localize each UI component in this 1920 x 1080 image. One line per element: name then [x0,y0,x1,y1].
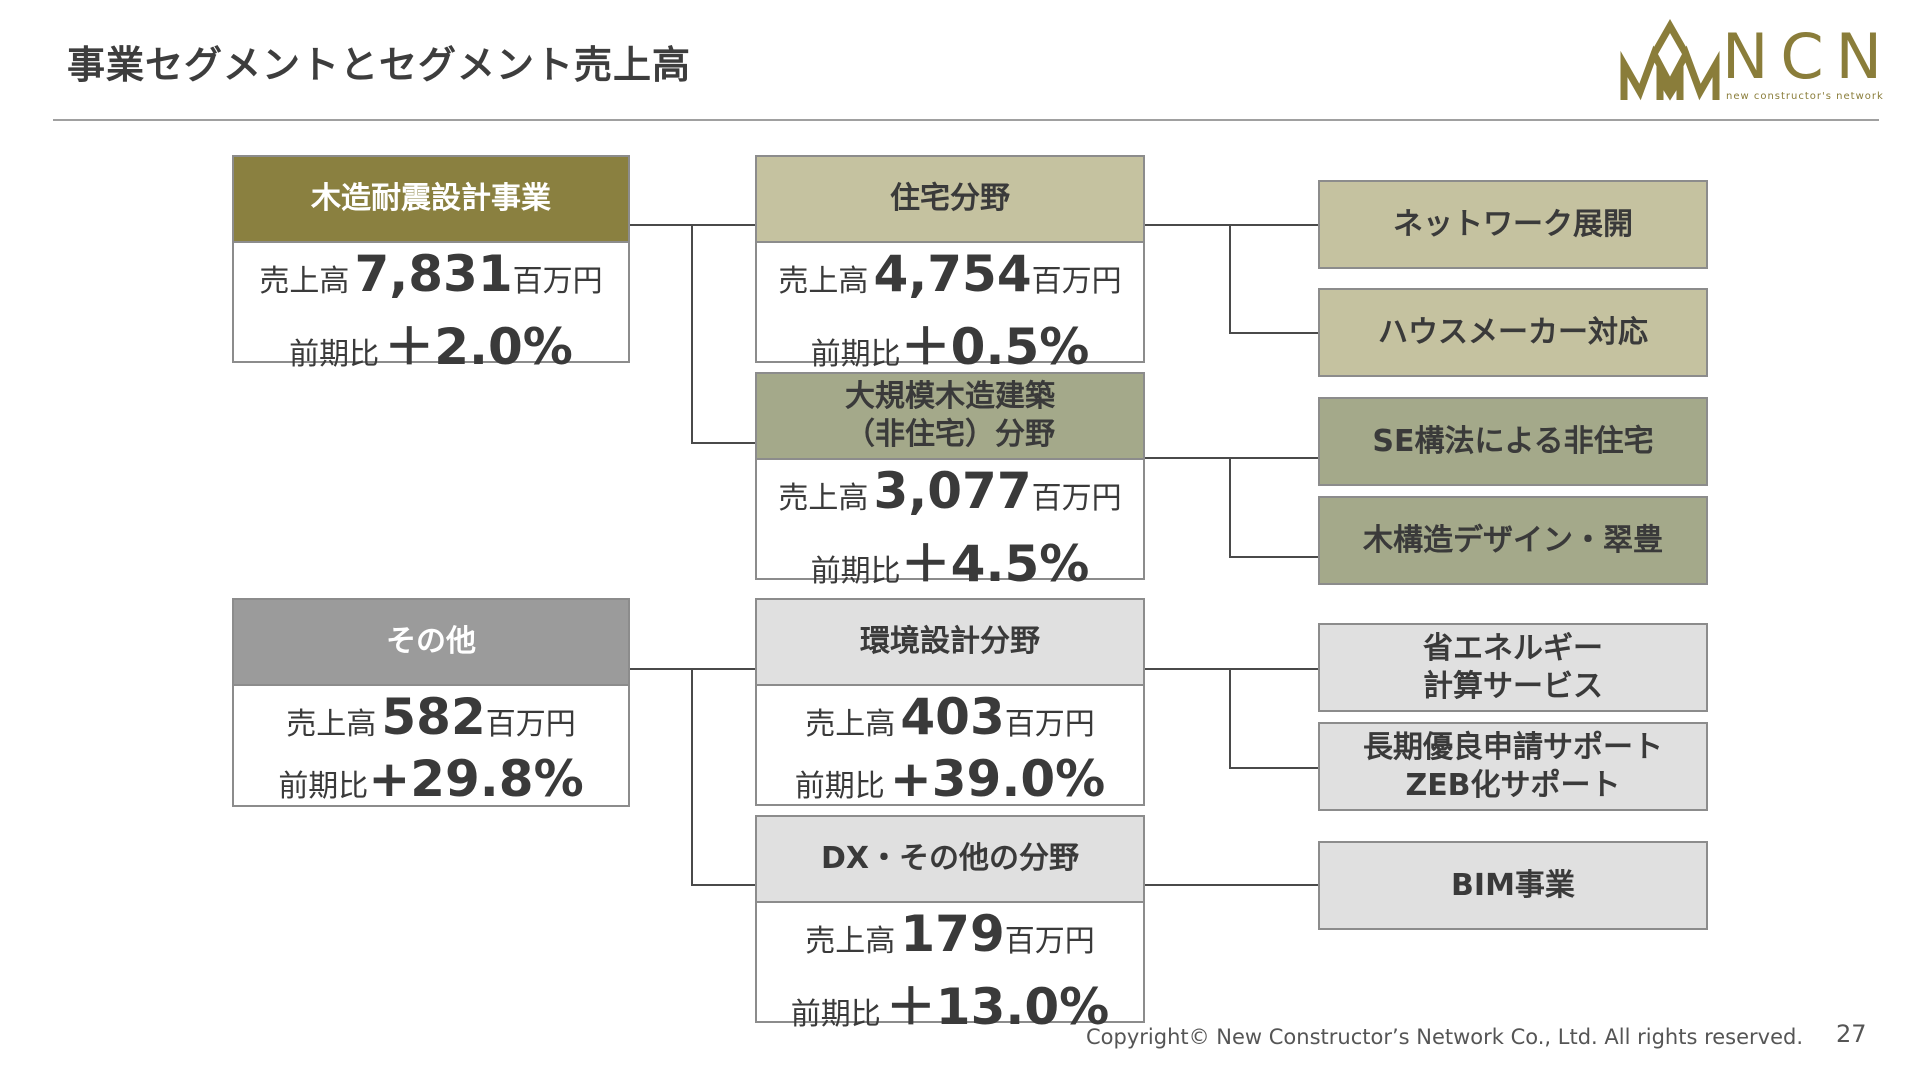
sales-label: 売上高 [805,924,896,959]
segment-box-wood-seismic: 木造耐震設計事業 売上高 7,831 百万円 前期比 ＋2.0% [232,155,630,376]
service-label: BIM事業 [1451,867,1575,903]
yoy-value: ＋13.0% [885,978,1110,1036]
service-label: SE構法による非住宅 [1372,423,1654,459]
service-bim: BIM事業 [1318,841,1708,930]
field-name: 環境設計分野 [860,624,1040,659]
sales-unit: 百万円 [1004,924,1095,959]
sales-value: 403 [900,688,1005,746]
service-long-term-zeb: 長期優良申請サポート ZEB化サポート [1318,722,1708,811]
copyright-footer: Copyright© New Constructor’s Network Co.… [1086,1025,1804,1049]
sales-unit: 百万円 [1031,264,1122,299]
field-figures: 売上高 4,754 百万円 前期比 ＋0.5% [757,243,1143,376]
service-housemaker-support: ハウスメーカー対応 [1318,288,1708,377]
service-label: ハウスメーカー対応 [1378,314,1648,350]
sales-label: 売上高 [259,264,350,299]
page-number: 27 [1836,1020,1867,1048]
segment-name: 木造耐震設計事業 [311,181,551,216]
title-divider [53,119,1879,121]
field-name: DX・その他の分野 [820,841,1080,876]
segment-header: その他 [234,600,628,686]
segment-box-other: その他 売上高 582 百万円 前期比 +29.8% [232,598,630,808]
ncn-logo: NCN new constructor's network [1620,14,1883,109]
segment-name: その他 [386,624,476,659]
yoy-value: +29.8% [368,750,584,808]
sales-unit: 百万円 [1031,481,1122,516]
yoy-label: 前期比 [794,769,885,804]
field-box-large-wood: 大規模木造建築 （非住宅）分野 売上高 3,077 百万円 前期比 ＋4.5% [755,372,1145,593]
field-figures: 売上高 403 百万円 前期比 +39.0% [757,686,1143,808]
field-box-dx-other: DX・その他の分野 売上高 179 百万円 前期比 ＋13.0% [755,815,1145,1036]
sales-label: 売上高 [286,707,377,742]
field-box-housing: 住宅分野 売上高 4,754 百万円 前期比 ＋0.5% [755,155,1145,376]
field-header: DX・その他の分野 [757,817,1143,903]
service-label-line1: 省エネルギー [1423,630,1603,666]
service-wood-structure-design: 木構造デザイン・翠豊 [1318,496,1708,585]
field-header: 環境設計分野 [757,600,1143,686]
yoy-label: 前期比 [790,997,881,1032]
segment-figures: 売上高 7,831 百万円 前期比 ＋2.0% [234,243,628,376]
yoy-value: ＋2.0% [384,318,573,376]
field-name-line2: （非住宅）分野 [845,417,1055,452]
logo-tagline: new constructor's network [1726,91,1884,102]
yoy-value: ＋0.5% [900,318,1090,376]
sales-value: 582 [381,688,486,746]
service-se-nonresidential: SE構法による非住宅 [1318,397,1708,486]
field-name: 住宅分野 [890,181,1010,216]
logo-wordmark: NCN [1722,20,1895,93]
yoy-value: +39.0% [889,750,1106,808]
field-name-line1: 大規模木造建築 [845,379,1055,414]
service-label-line1: 長期優良申請サポート [1363,729,1663,765]
page-title: 事業セグメントとセグメント売上高 [67,43,692,87]
yoy-label: 前期比 [810,554,901,589]
yoy-label: 前期比 [810,337,901,372]
field-box-environment: 環境設計分野 売上高 403 百万円 前期比 +39.0% [755,598,1145,808]
sales-unit: 百万円 [485,707,576,742]
service-energy-calculation: 省エネルギー 計算サービス [1318,623,1708,712]
service-label-line2: ZEB化サポート [1405,767,1621,803]
yoy-label: 前期比 [289,337,380,372]
segment-figures: 売上高 582 百万円 前期比 +29.8% [234,686,628,808]
field-header: 住宅分野 [757,157,1143,243]
sales-value: 179 [900,905,1005,963]
field-header: 大規模木造建築 （非住宅）分野 [757,374,1143,460]
sales-label: 売上高 [778,264,869,299]
service-label: 木構造デザイン・翠豊 [1363,522,1663,558]
sales-label: 売上高 [778,481,869,516]
service-label-line2: 計算サービス [1423,668,1603,704]
field-figures: 売上高 179 百万円 前期比 ＋13.0% [757,903,1143,1036]
field-figures: 売上高 3,077 百万円 前期比 ＋4.5% [757,460,1143,593]
service-label: ネットワーク展開 [1393,206,1633,242]
sales-unit: 百万円 [512,264,603,299]
yoy-label: 前期比 [278,769,369,804]
ncn-crown-icon [1620,18,1720,101]
sales-value: 3,077 [873,462,1032,520]
service-network-expansion: ネットワーク展開 [1318,180,1708,269]
sales-label: 売上高 [805,707,896,742]
sales-value: 4,754 [873,245,1032,303]
yoy-value: ＋4.5% [900,535,1090,593]
sales-unit: 百万円 [1004,707,1095,742]
segment-header: 木造耐震設計事業 [234,157,628,243]
sales-value: 7,831 [354,245,513,303]
